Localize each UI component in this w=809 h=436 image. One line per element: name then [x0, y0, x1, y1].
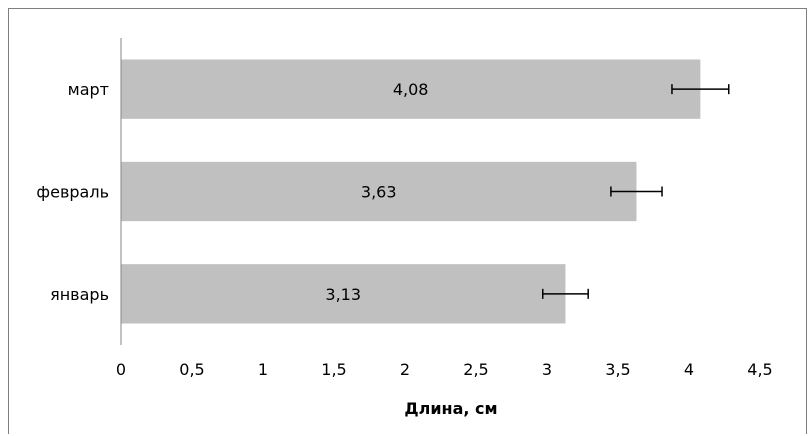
data-label-2: 3,13 [325, 285, 361, 304]
x-tick-label-5: 2,5 [463, 360, 488, 379]
data-label-0: 4,08 [393, 80, 429, 99]
x-tick-label-8: 4 [684, 360, 694, 379]
x-tick-label-7: 3,5 [605, 360, 630, 379]
category-label-0: март [68, 80, 109, 99]
bars-layer [121, 59, 730, 324]
error-bar-2 [541, 288, 589, 299]
x-axis-title: Длина, см [404, 399, 497, 418]
x-tick-label-6: 3 [542, 360, 552, 379]
category-label-2: январь [50, 285, 109, 304]
category-label-1: февраль [36, 183, 109, 202]
axes-layer: 0 0,5 1 1,5 2 2,5 3 3,5 4 4,5 [116, 38, 773, 379]
error-bar-0 [671, 84, 730, 95]
x-tick-label-1: 0,5 [179, 360, 204, 379]
data-label-1: 3,63 [361, 183, 397, 202]
x-tick-label-4: 2 [400, 360, 410, 379]
bar-1 [121, 161, 637, 222]
labels-layer: 4,08 март 3,63 февраль 3,13 январь [36, 80, 428, 304]
x-tick-label-3: 1,5 [321, 360, 346, 379]
bar-0 [121, 59, 701, 119]
x-tick-label-0: 0 [116, 360, 126, 379]
bar-2 [121, 264, 566, 324]
x-tick-label-9: 4,5 [747, 360, 772, 379]
error-bar-1 [610, 186, 663, 197]
x-tick-label-2: 1 [258, 360, 268, 379]
